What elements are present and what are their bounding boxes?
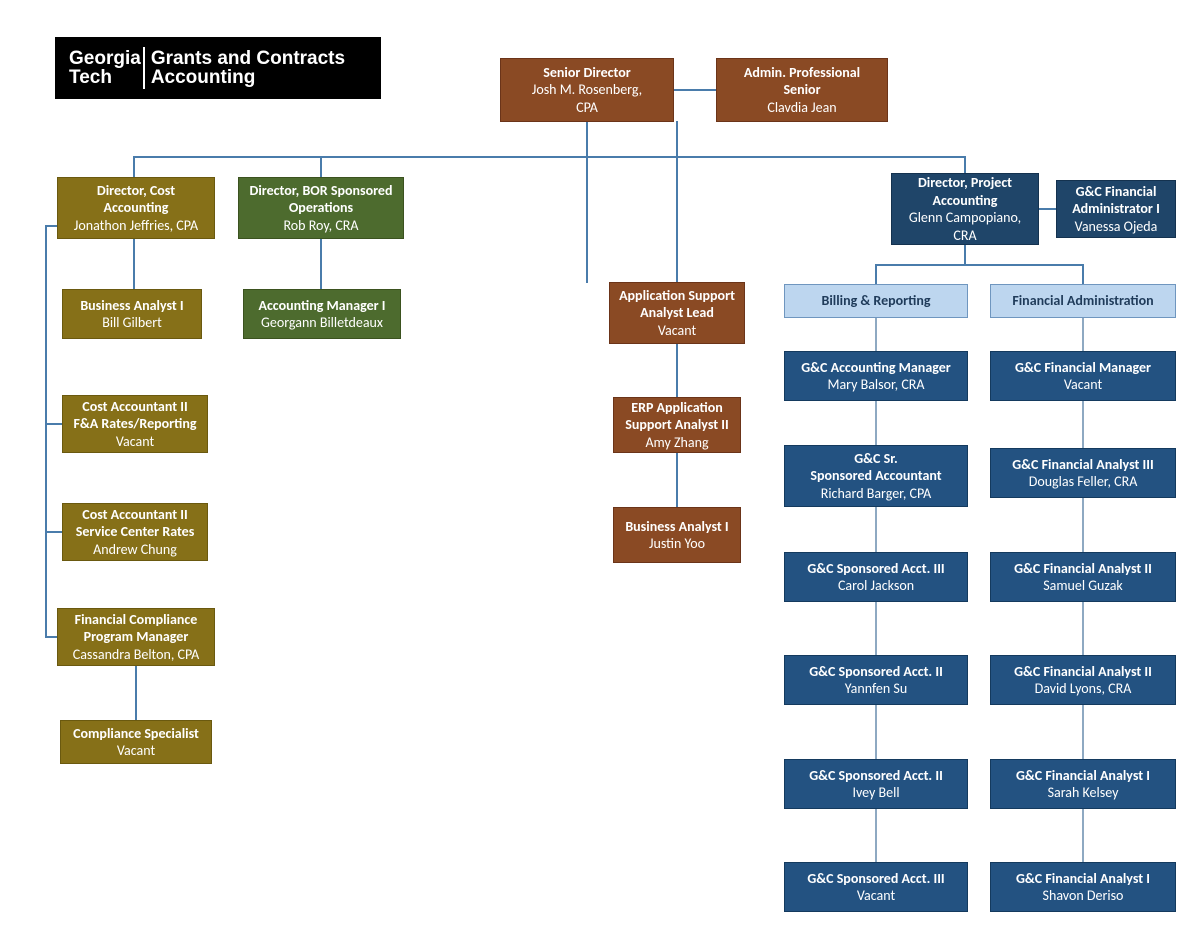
title: G&C Sponsored Acct. III [807, 870, 944, 888]
logo-left-1: Georgia [69, 49, 141, 68]
node-gc-fin-analyst-ii-dl: G&C Financial Analyst II David Lyons, CR… [990, 655, 1176, 705]
node-gc-financial-manager: G&C Financial Manager Vacant [990, 351, 1176, 401]
title: Financial Compliance Program Manager [66, 611, 206, 646]
title: ERP Application Support Analyst II [622, 399, 732, 434]
header-billing-reporting: Billing & Reporting [784, 284, 968, 318]
name: Richard Barger, CPA [821, 485, 932, 503]
node-senior-director: Senior Director Josh M. Rosenberg, CPA [500, 58, 674, 122]
header-financial-administration: Financial Administration [990, 284, 1176, 318]
logo-divider [143, 47, 145, 89]
node-accounting-manager-i: Accounting Manager I Georgann Billetdeau… [243, 289, 401, 339]
title: Application Support Analyst Lead [618, 287, 736, 322]
node-gc-accounting-manager: G&C Accounting Manager Mary Balsor, CRA [784, 351, 968, 401]
name2: CPA [576, 99, 598, 117]
node-business-analyst-i-justin: Business Analyst I Justin Yoo [613, 507, 741, 563]
label: Billing & Reporting [821, 292, 930, 310]
name: Rob Roy, CRA [283, 217, 358, 235]
title: Director, Project Accounting [900, 174, 1030, 209]
name: Vanessa Ojeda [1075, 218, 1158, 236]
title: Senior Director [543, 64, 631, 82]
node-admin-professional: Admin. Professional Senior Clavdia Jean [716, 58, 888, 122]
name: Clavdia Jean [767, 99, 836, 117]
node-director-bor-sponsored-ops: Director, BOR Sponsored Operations Rob R… [238, 177, 404, 239]
title2: F&A Rates/Reporting [73, 415, 196, 433]
name: Vacant [658, 322, 696, 340]
title: G&C Financial Analyst I [1016, 767, 1150, 785]
title1: G&C Sr. [854, 450, 897, 468]
title: Compliance Specialist [73, 725, 199, 743]
name: Georgann Billetdeaux [261, 314, 383, 332]
title: G&C Sponsored Acct. II [809, 767, 943, 785]
logo-right-2: Accounting [151, 68, 345, 87]
name: Shavon Deriso [1043, 887, 1124, 905]
title: G&C Financial Administrator I [1065, 183, 1167, 218]
name: Cassandra Belton, CPA [73, 646, 200, 664]
title: G&C Financial Analyst I [1016, 870, 1150, 888]
node-business-analyst-i-bill: Business Analyst I Bill Gilbert [62, 289, 202, 339]
name: Justin Yoo [649, 535, 705, 553]
title: G&C Sponsored Acct. III [807, 560, 944, 578]
name: Vacant [117, 742, 155, 760]
name: Vacant [1064, 376, 1102, 394]
node-gc-fin-analyst-iii-df: G&C Financial Analyst III Douglas Feller… [990, 448, 1176, 498]
title: G&C Sponsored Acct. II [809, 663, 943, 681]
name: Ivey Bell [852, 784, 899, 802]
title: G&C Financial Analyst II [1014, 663, 1152, 681]
title: Business Analyst I [80, 297, 183, 315]
node-gc-fin-analyst-i-sd: G&C Financial Analyst I Shavon Deriso [990, 862, 1176, 912]
title: Director, Cost Accounting [66, 182, 206, 217]
node-director-project-accounting: Director, Project Accounting Glenn Campo… [891, 173, 1039, 245]
name: David Lyons, CRA [1035, 680, 1132, 698]
title: Director, BOR Sponsored Operations [247, 182, 395, 217]
node-cost-accountant-service-center: Cost Accountant II Service Center Rates … [62, 503, 208, 561]
name: Bill Gilbert [102, 314, 162, 332]
title: G&C Financial Manager [1015, 359, 1151, 377]
name: Josh M. Rosenberg, [532, 81, 642, 99]
node-gc-sponsored-acct-iii-vacant: G&C Sponsored Acct. III Vacant [784, 862, 968, 912]
logo-left-2: Tech [69, 68, 141, 87]
title2: Sponsored Accountant [810, 467, 941, 485]
node-director-cost-accounting: Director, Cost Accounting Jonathon Jeffr… [57, 177, 215, 239]
name: Andrew Chung [93, 541, 177, 559]
node-gc-fin-analyst-ii-sg: G&C Financial Analyst II Samuel Guzak [990, 552, 1176, 602]
title2: Service Center Rates [76, 523, 195, 541]
node-gc-sponsored-acct-ii-ys: G&C Sponsored Acct. II Yannfen Su [784, 655, 968, 705]
name: Amy Zhang [645, 434, 708, 452]
title1: Cost Accountant II [82, 506, 187, 524]
logo: Georgia Tech Grants and Contracts Accoun… [55, 37, 381, 99]
logo-right-1: Grants and Contracts [151, 49, 345, 68]
node-cost-accountant-fa-rates: Cost Accountant II F&A Rates/Reporting V… [62, 395, 208, 453]
name: Carol Jackson [838, 577, 914, 595]
title: G&C Financial Analyst III [1012, 456, 1154, 474]
name: Mary Balsor, CRA [827, 376, 924, 394]
node-gc-fin-analyst-i-sk: G&C Financial Analyst I Sarah Kelsey [990, 759, 1176, 809]
node-app-support-analyst-lead: Application Support Analyst Lead Vacant [609, 282, 745, 344]
title: Business Analyst I [625, 518, 728, 536]
name: Sarah Kelsey [1048, 784, 1119, 802]
name: Samuel Guzak [1043, 577, 1123, 595]
node-erp-app-support-analyst: ERP Application Support Analyst II Amy Z… [613, 397, 741, 453]
node-gc-sponsored-acct-iii-cj: G&C Sponsored Acct. III Carol Jackson [784, 552, 968, 602]
title: Admin. Professional Senior [725, 64, 879, 99]
node-financial-compliance-mgr: Financial Compliance Program Manager Cas… [57, 608, 215, 666]
name: Yannfen Su [845, 680, 907, 698]
node-gc-sponsored-acct-ii-ib: G&C Sponsored Acct. II Ivey Bell [784, 759, 968, 809]
name: Glenn Campopiano, [909, 209, 1021, 227]
title1: Cost Accountant II [82, 398, 187, 416]
name: Vacant [116, 433, 154, 451]
title: G&C Accounting Manager [801, 359, 951, 377]
name: Jonathon Jeffries, CPA [74, 217, 198, 235]
name: Douglas Feller, CRA [1029, 473, 1138, 491]
name2: CRA [953, 227, 976, 245]
label: Financial Administration [1012, 292, 1153, 310]
node-compliance-specialist: Compliance Specialist Vacant [60, 720, 212, 764]
node-gc-financial-administrator: G&C Financial Administrator I Vanessa Oj… [1056, 180, 1176, 238]
title: G&C Financial Analyst II [1014, 560, 1152, 578]
name: Vacant [857, 887, 895, 905]
title: Accounting Manager I [258, 297, 385, 315]
node-gc-sr-sponsored-accountant: G&C Sr. Sponsored Accountant Richard Bar… [784, 445, 968, 507]
